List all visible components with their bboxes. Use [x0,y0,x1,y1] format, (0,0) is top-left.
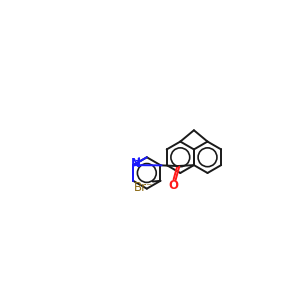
Text: N: N [131,157,141,169]
Text: Br⁻: Br⁻ [134,181,153,194]
Text: +: + [135,156,143,166]
Text: O: O [169,179,178,192]
